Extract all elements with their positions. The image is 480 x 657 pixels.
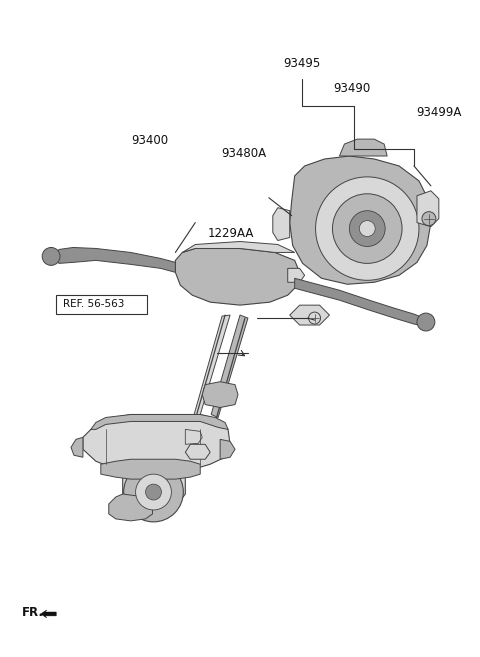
Polygon shape (202, 382, 238, 407)
Text: FR.: FR. (22, 606, 43, 619)
Polygon shape (71, 438, 83, 457)
Text: REF. 56-563: REF. 56-563 (63, 300, 125, 309)
Polygon shape (53, 248, 175, 273)
Circle shape (309, 312, 321, 324)
Polygon shape (109, 494, 153, 521)
Polygon shape (211, 315, 248, 417)
Polygon shape (288, 268, 305, 283)
Circle shape (42, 248, 60, 265)
Polygon shape (185, 430, 202, 444)
Text: 93495: 93495 (283, 57, 321, 70)
Polygon shape (185, 444, 210, 459)
Polygon shape (273, 208, 290, 240)
Circle shape (360, 221, 375, 237)
Circle shape (315, 177, 419, 281)
Circle shape (422, 212, 436, 225)
Polygon shape (83, 415, 230, 514)
Polygon shape (175, 248, 300, 305)
Text: 93499A: 93499A (417, 106, 462, 120)
Circle shape (136, 474, 171, 510)
Polygon shape (91, 415, 228, 430)
Polygon shape (290, 156, 431, 284)
Circle shape (349, 211, 385, 246)
Text: 1229AA: 1229AA (208, 227, 254, 240)
Text: 93480A: 93480A (221, 147, 266, 160)
Circle shape (417, 313, 435, 331)
Polygon shape (182, 242, 295, 252)
Circle shape (145, 484, 161, 500)
Polygon shape (193, 315, 230, 417)
Polygon shape (220, 440, 235, 459)
Circle shape (333, 194, 402, 263)
Polygon shape (290, 305, 329, 325)
Text: 93490: 93490 (334, 81, 371, 95)
Polygon shape (339, 139, 387, 156)
Polygon shape (295, 279, 424, 326)
Circle shape (124, 463, 183, 522)
Polygon shape (40, 610, 56, 618)
Text: 93400: 93400 (131, 134, 168, 147)
Polygon shape (417, 191, 439, 227)
Polygon shape (101, 459, 200, 479)
